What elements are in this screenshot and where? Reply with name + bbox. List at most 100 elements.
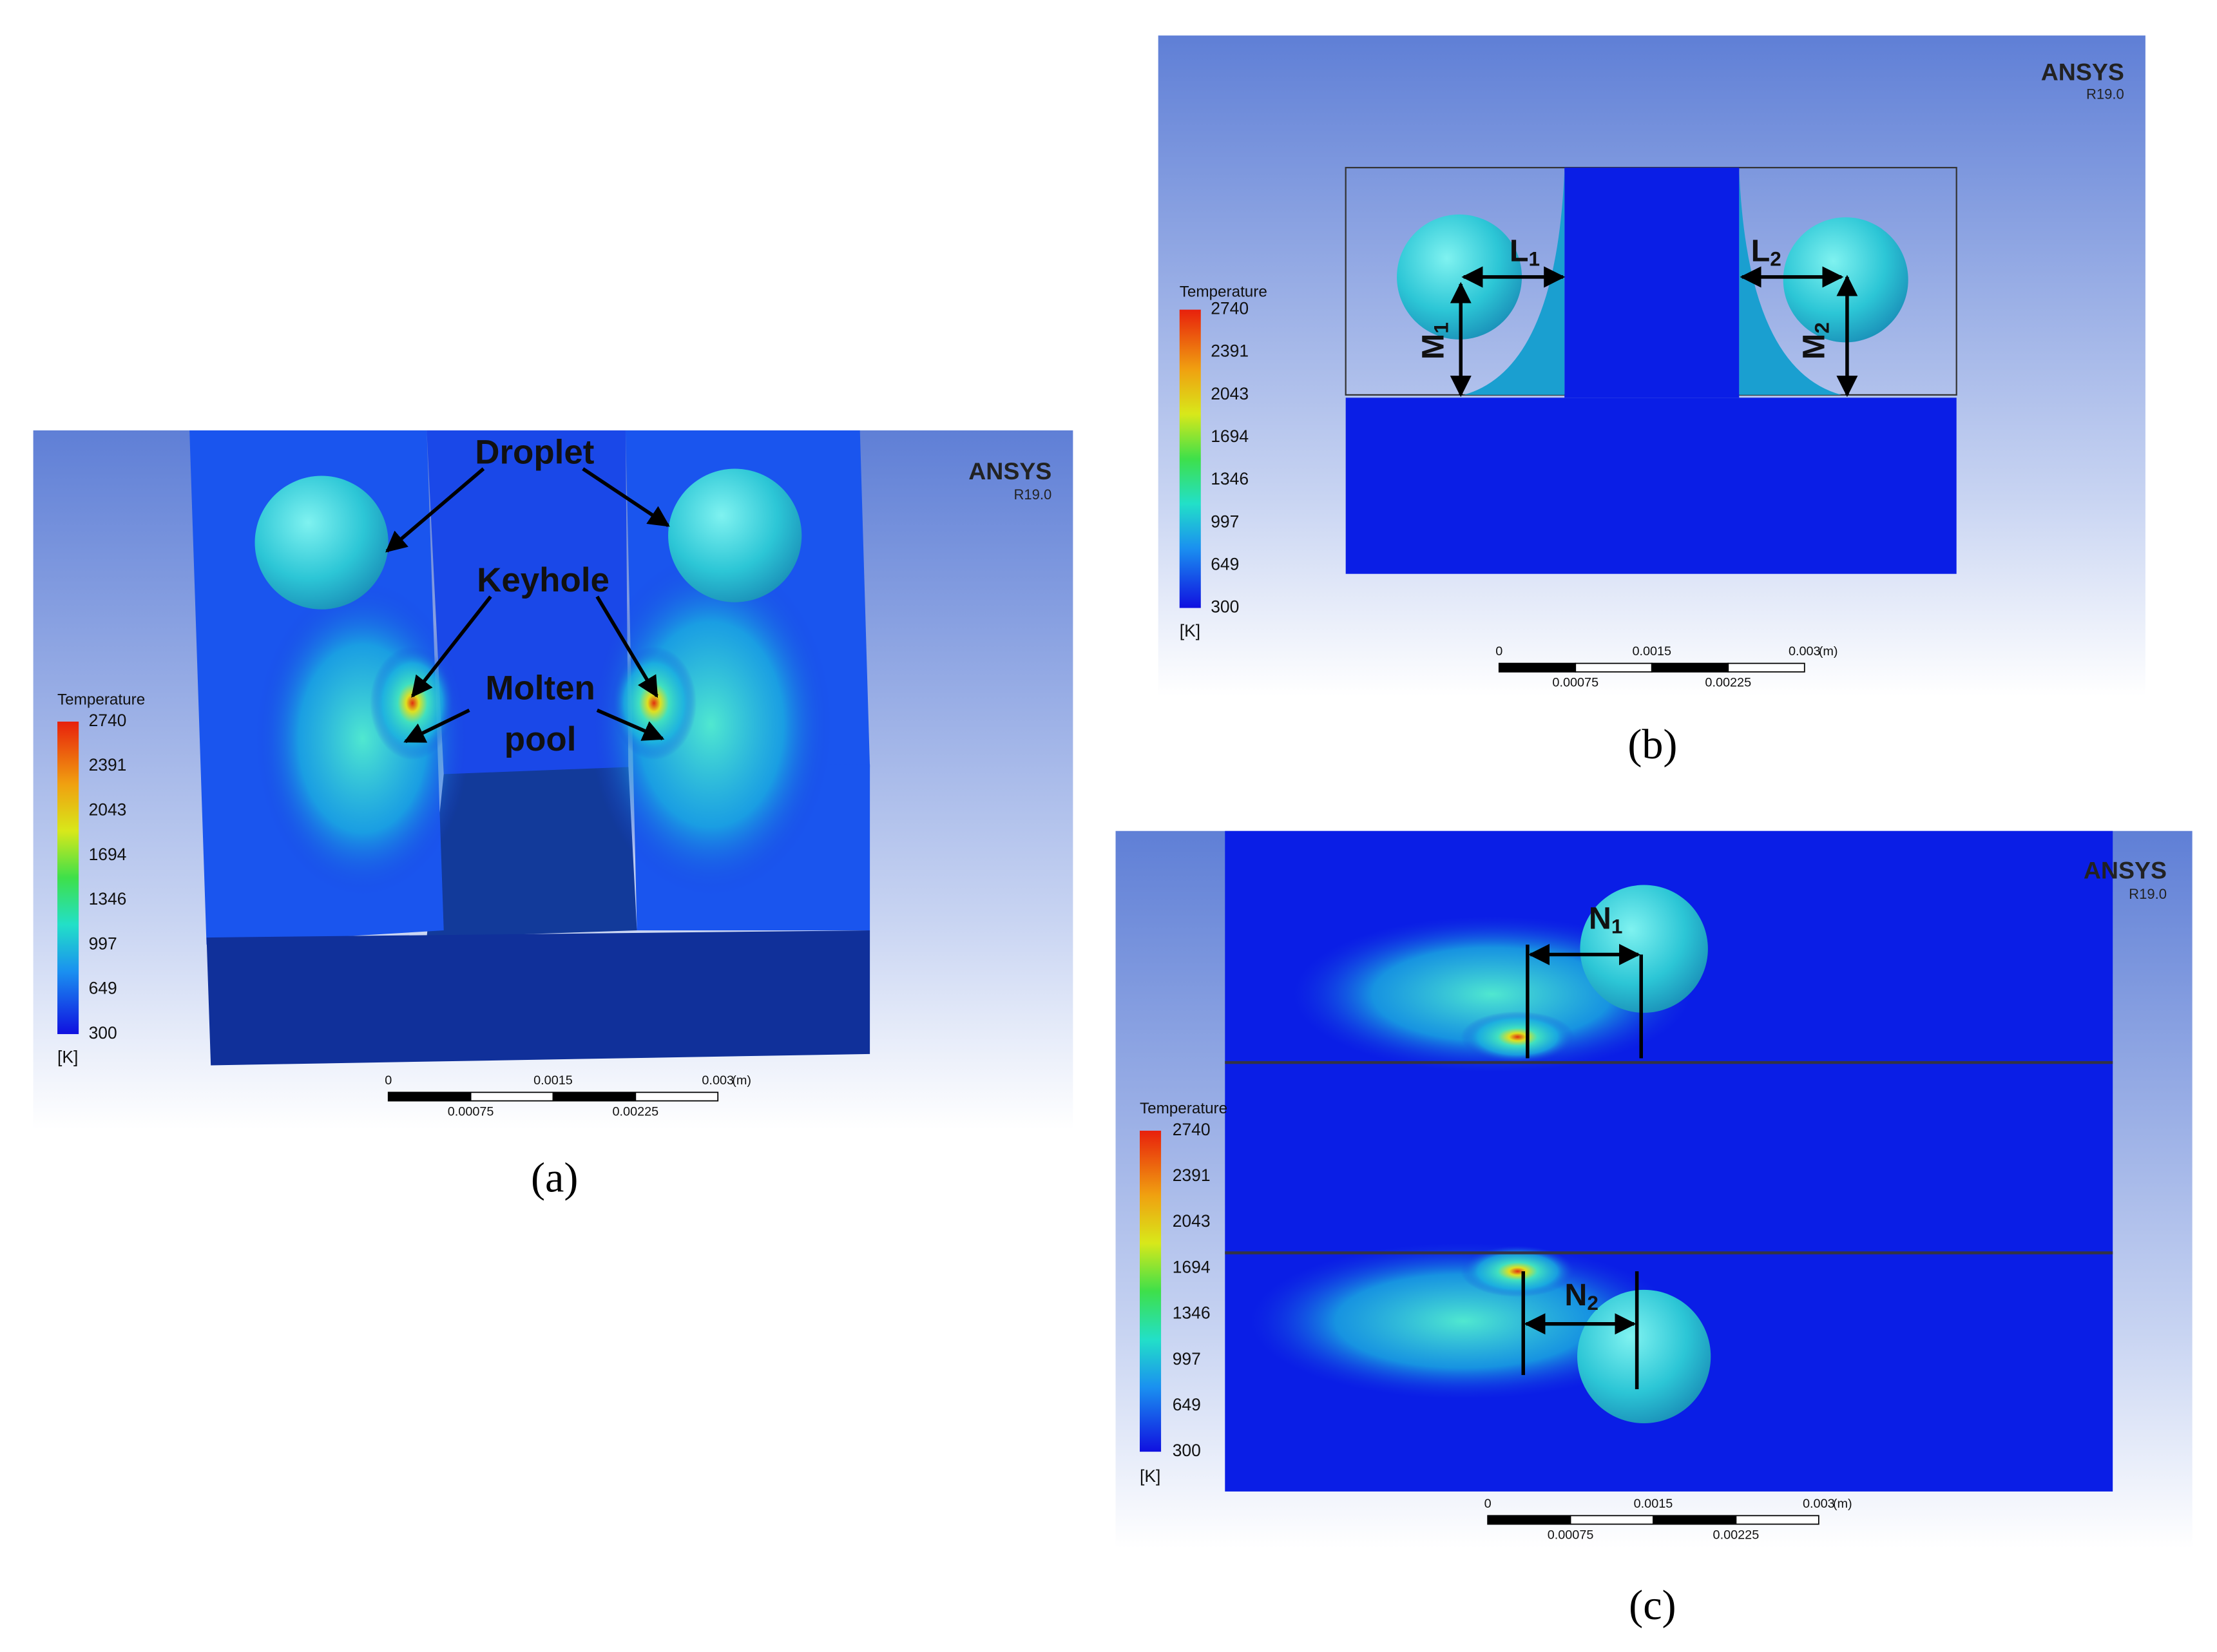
legend-unit: [K] <box>1140 1466 1160 1486</box>
scale-bar-segment <box>552 1091 637 1102</box>
annotation: N2 <box>1564 1278 1598 1315</box>
version: R19.0 <box>2086 86 2124 102</box>
melt <box>370 646 456 760</box>
droplet <box>254 475 389 610</box>
legend-tick-label: 2740 <box>1173 1120 1211 1139</box>
melt <box>1250 1243 1677 1399</box>
scale-bar-segment <box>1569 1515 1654 1525</box>
annotation-subscript: 1 <box>1611 915 1623 938</box>
annotation: Keyhole <box>477 561 609 599</box>
annotation: pool <box>504 720 577 758</box>
annotation-subscript: 1 <box>1529 247 1540 271</box>
annotation: Droplet <box>475 433 594 471</box>
legend-tick-label: 649 <box>89 979 117 998</box>
scale-label: 0 <box>1484 1497 1492 1511</box>
annotation: M2 <box>1796 322 1834 360</box>
scale-bar-segment <box>1735 1515 1819 1525</box>
droplet <box>1580 885 1708 1013</box>
annotation: L2 <box>1751 233 1781 271</box>
annotation-text: L <box>1751 233 1771 268</box>
scale-label: 0.00225 <box>1713 1528 1760 1542</box>
arrow <box>385 467 485 553</box>
arrow <box>582 467 670 528</box>
arrow <box>411 595 492 698</box>
legend-tick-label: 2391 <box>1211 341 1249 361</box>
legend-tick-label: 2043 <box>89 800 127 820</box>
annotation-subscript: 2 <box>1587 1291 1598 1314</box>
fillet <box>1463 170 1565 395</box>
droplet <box>668 468 802 602</box>
scale-label: 0.00075 <box>1548 1528 1594 1542</box>
annotation: N1 <box>1589 901 1623 938</box>
legend-title: Temperature <box>1140 1100 1227 1117</box>
annotation-text: Molten <box>485 669 595 707</box>
scale-unit: (m) <box>1819 644 1838 658</box>
plate <box>427 430 629 774</box>
legend-unit: [K] <box>1180 621 1200 640</box>
legend-tick-label: 2043 <box>1173 1211 1211 1231</box>
legend-tick-label: 1346 <box>1173 1303 1211 1323</box>
arrow <box>403 708 470 744</box>
scale-bar-segment <box>1653 1515 1737 1525</box>
scale-label: 0.00225 <box>1705 676 1751 690</box>
legend-tick-label: 300 <box>1211 597 1239 617</box>
color-bar <box>1140 1130 1162 1452</box>
color-bar <box>1179 309 1201 608</box>
legend-tick-label: 1694 <box>1211 427 1249 446</box>
scale-label: 0.00225 <box>613 1104 659 1119</box>
arrow <box>596 708 665 741</box>
legend-tick-label: 649 <box>1173 1395 1201 1414</box>
scale-label: 0 <box>385 1073 392 1088</box>
legend-unit: [K] <box>57 1047 78 1066</box>
annotation-subscript: 2 <box>1810 322 1834 334</box>
color-bar <box>57 721 79 1034</box>
scale-bar-segment <box>1575 662 1653 673</box>
scale-unit: (m) <box>1833 1497 1852 1511</box>
legend-tick-label: 649 <box>1211 554 1239 573</box>
annotation: L1 <box>1510 233 1540 271</box>
legend-title: Temperature <box>1180 283 1267 301</box>
legend-tick-label: 2391 <box>89 755 127 774</box>
annotation-text: N <box>1564 1278 1587 1312</box>
fillet <box>1739 170 1842 395</box>
annotation-subscript: 2 <box>1770 247 1781 271</box>
arrow <box>595 595 658 698</box>
column <box>1564 168 1740 398</box>
brand: ANSYS <box>2084 857 2167 884</box>
legend-title: Temperature <box>57 691 145 708</box>
version: R19.0 <box>2129 886 2167 902</box>
annotation-text: Keyhole <box>477 561 609 599</box>
scale-unit: (m) <box>732 1073 751 1088</box>
scale-label: 0.0015 <box>1632 644 1671 658</box>
panel-caption: (a) <box>531 1154 578 1201</box>
legend-tick-label: 997 <box>1173 1349 1201 1369</box>
brand: ANSYS <box>968 457 1051 485</box>
annotation-text: L <box>1510 233 1529 268</box>
annotation-text: M <box>1416 334 1450 360</box>
scale-label: 0.003 <box>1803 1497 1835 1511</box>
scale-label: 0 <box>1495 644 1502 658</box>
annotation: M1 <box>1416 322 1453 360</box>
legend-tick-label: 1346 <box>89 889 127 908</box>
scale-bar-segment <box>1487 1515 1571 1525</box>
melt <box>590 553 832 895</box>
annotation-text: N <box>1589 901 1611 936</box>
panel-caption: (b) <box>1627 721 1677 768</box>
scale-label: 0.0015 <box>533 1073 573 1088</box>
scale-bar-segment <box>1651 662 1729 673</box>
droplet <box>1397 214 1522 340</box>
legend-tick-label: 2391 <box>1173 1166 1211 1185</box>
base <box>206 930 870 1066</box>
scale-bar-segment <box>1498 662 1577 673</box>
scale-label: 0.00075 <box>448 1104 494 1119</box>
brand: ANSYS <box>2041 59 2124 86</box>
annotation-text: pool <box>504 720 577 758</box>
scale-label: 0.003 <box>702 1073 734 1088</box>
scale-bar-segment <box>1727 662 1805 673</box>
annotation-text: Droplet <box>475 433 594 471</box>
legend-tick-label: 2043 <box>1211 384 1249 403</box>
legend-tick-label: 1346 <box>1211 469 1249 488</box>
melt <box>1461 1245 1575 1297</box>
legend-tick-label: 2740 <box>1211 299 1249 318</box>
annotation-subscript: 1 <box>1430 322 1453 334</box>
